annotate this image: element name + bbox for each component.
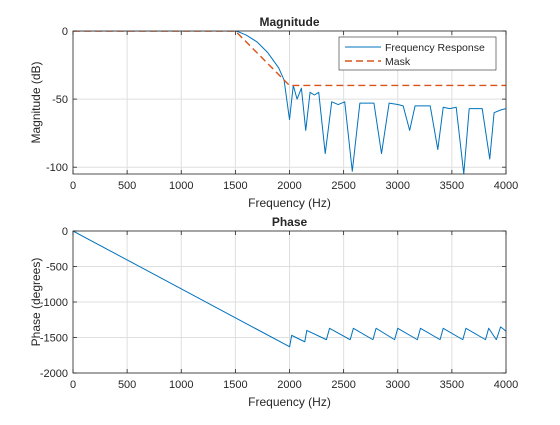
chart-title: Phase (272, 215, 308, 229)
x-tick-label: 0 (70, 180, 76, 192)
x-tick-label: 2500 (331, 379, 355, 391)
legend-entry: Mask (385, 56, 411, 68)
y-axis-label: Magnitude (dB) (29, 61, 43, 143)
x-tick-label: 3500 (440, 379, 464, 391)
y-tick-label: -1000 (40, 297, 68, 309)
y-tick-label: -500 (46, 262, 68, 274)
series-group (73, 231, 506, 348)
legend: Frequency Response Mask (338, 36, 497, 71)
x-axis-label: Frequency (Hz) (248, 196, 331, 210)
y-tick-label: -1500 (40, 333, 68, 345)
legend-box (338, 36, 497, 71)
y-tick-label: -2000 (40, 368, 68, 380)
magnitude-chart: 0 500 1000 1500 2000 2500 3000 3500 4000 0 -50 -100… (29, 15, 518, 210)
x-tick-label: 1000 (169, 180, 193, 192)
y-axis-label: Phase (degrees) (29, 258, 43, 347)
response-line-0 (73, 31, 506, 174)
x-tick-label: 1500 (223, 180, 247, 192)
legend-entry: Frequency Response (385, 42, 485, 54)
y-tick-label: -50 (52, 94, 68, 106)
x-tick-label: 1000 (169, 379, 193, 391)
x-tick-label: 3000 (386, 180, 410, 192)
x-tick-label: 2500 (331, 180, 355, 192)
x-tick-label: 4000 (494, 379, 518, 391)
x-tick-label: 1500 (223, 379, 247, 391)
x-axis-label: Frequency (Hz) (248, 395, 331, 409)
x-tick-label: 4000 (494, 180, 518, 192)
phase-chart: 0 500 1000 1500 2000 2500 3000 3500 4000 0 -500 -10… (29, 215, 518, 409)
series-group (73, 31, 506, 174)
chart-title: Magnitude (260, 15, 320, 29)
x-tick-label: 2000 (277, 379, 301, 391)
x-tick-label: 0 (70, 379, 76, 391)
x-tick-label: 3000 (386, 379, 410, 391)
y-tick-label: 0 (62, 26, 68, 38)
x-tick-label: 2000 (277, 180, 301, 192)
x-tick-label: 500 (118, 180, 136, 192)
y-tick-label: 0 (62, 226, 68, 238)
x-tick-label: 500 (118, 379, 136, 391)
x-tick-label: 3500 (440, 180, 464, 192)
mask-line-1 (73, 31, 506, 87)
response-line-0 (73, 231, 506, 348)
y-tick-label: -100 (46, 162, 68, 174)
